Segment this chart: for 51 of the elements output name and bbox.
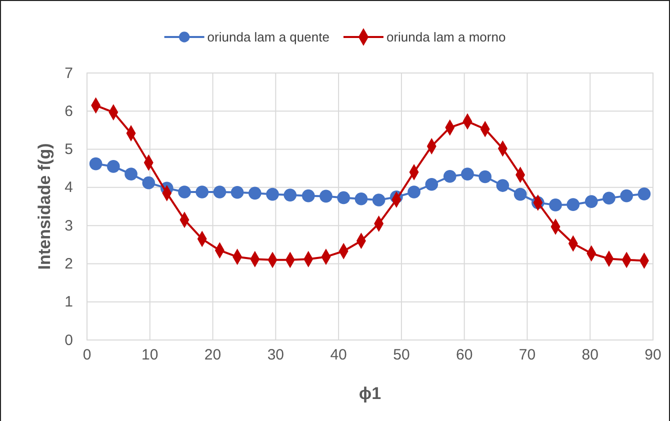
y-tick-label: 1 xyxy=(64,294,73,311)
x-tick-label: 40 xyxy=(330,346,347,364)
x-tick-label: 90 xyxy=(644,346,662,364)
point xyxy=(549,198,562,212)
point xyxy=(602,192,616,205)
legend-label: oriunda lam a quente xyxy=(207,30,330,44)
point xyxy=(124,168,138,180)
point xyxy=(372,194,386,206)
point xyxy=(213,186,226,198)
point xyxy=(106,160,120,173)
x-tick-label: 20 xyxy=(204,346,222,364)
x-tick-label: 70 xyxy=(518,346,536,364)
y-tick-label: 6 xyxy=(64,102,73,120)
point xyxy=(230,186,244,199)
y-tick-label: 5 xyxy=(64,141,73,158)
point xyxy=(566,198,580,211)
point xyxy=(496,179,510,192)
point xyxy=(425,178,438,191)
y-tick-label: 7 xyxy=(64,64,73,82)
point xyxy=(196,186,209,198)
point xyxy=(620,189,634,202)
legend-label: oriunda lam a morno xyxy=(386,30,506,44)
y-tick-label: 4 xyxy=(64,179,73,196)
point xyxy=(320,190,332,203)
point xyxy=(337,191,350,204)
point xyxy=(142,176,156,190)
x-tick-label: 80 xyxy=(582,346,598,364)
point xyxy=(408,186,420,198)
point xyxy=(461,168,474,180)
x-axis-title: ϕ1 xyxy=(358,384,382,403)
point xyxy=(266,188,279,201)
point xyxy=(478,170,492,184)
y-tick-label: 3 xyxy=(64,217,73,234)
point xyxy=(302,189,315,202)
point xyxy=(248,186,262,200)
x-tick-label: 0 xyxy=(82,346,92,364)
point xyxy=(89,157,102,170)
point xyxy=(284,188,297,202)
point xyxy=(354,192,368,206)
point xyxy=(443,170,456,183)
point xyxy=(584,195,598,208)
x-tick-label: 10 xyxy=(142,346,158,364)
y-tick-label: 2 xyxy=(64,256,73,273)
x-tick-label: 50 xyxy=(393,346,410,364)
x-tick-label: 30 xyxy=(267,346,284,364)
y-tick-label: 0 xyxy=(64,332,73,349)
point xyxy=(514,188,527,201)
point xyxy=(178,186,191,198)
y-axis-title: Intensidade f(g) xyxy=(35,143,54,270)
x-tick-label: 60 xyxy=(456,346,473,364)
point xyxy=(638,188,651,200)
